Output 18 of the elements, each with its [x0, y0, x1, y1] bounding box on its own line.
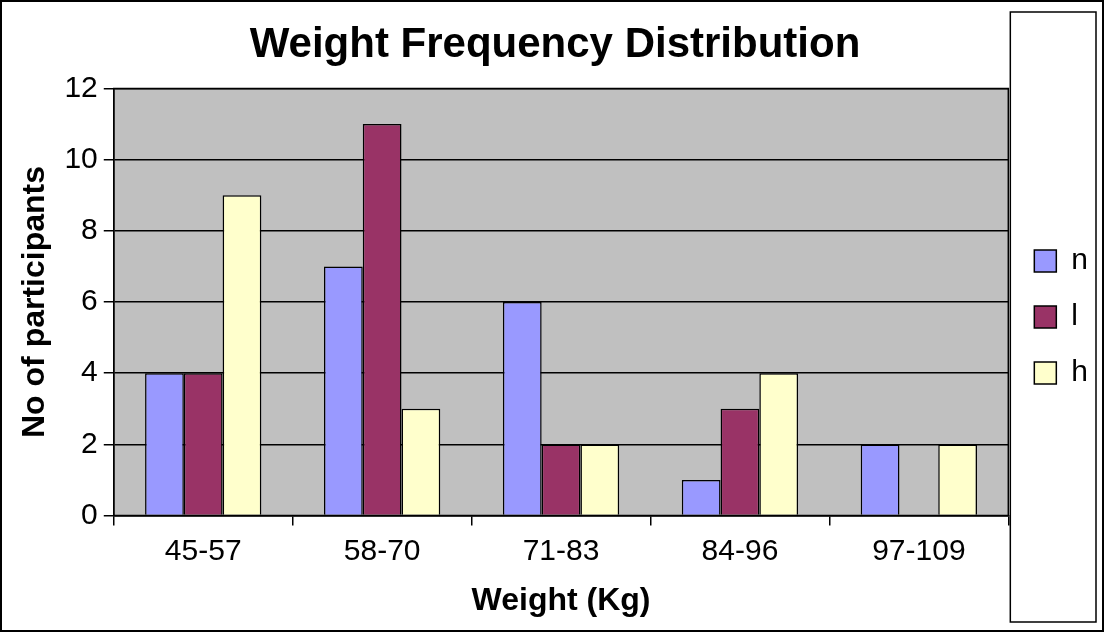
y-tick-label: 4: [81, 354, 98, 388]
y-tick-label: 8: [81, 212, 98, 246]
x-axis-title: Weight (Kg): [471, 580, 651, 617]
chart-title: Weight Frequency Distribution: [249, 18, 861, 66]
x-tick-label: 71-83: [522, 532, 600, 566]
legend-label: n: [1071, 242, 1088, 276]
x-tick-label: 58-70: [343, 532, 421, 566]
x-tick-label: 84-96: [701, 532, 779, 566]
x-tick-label: 45-57: [164, 532, 242, 566]
legend-label: h: [1071, 354, 1088, 388]
y-tick-label: 0: [81, 496, 98, 530]
y-tick-label: 2: [81, 425, 98, 459]
legend-label: l: [1071, 298, 1078, 332]
y-tick-label: 12: [64, 69, 98, 103]
x-tick-label: 97-109: [872, 532, 966, 566]
y-tick-label: 10: [64, 140, 98, 174]
y-tick-label: 6: [81, 283, 98, 317]
y-axis-title: No of participants: [15, 165, 52, 439]
